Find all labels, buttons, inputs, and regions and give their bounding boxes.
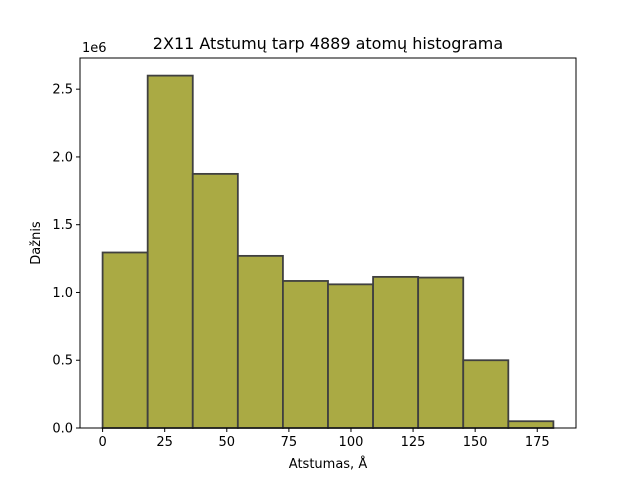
y-axis-label: Dažnis xyxy=(29,221,44,265)
chart-title: 2X11 Atstumų tarp 4889 atomų histograma xyxy=(153,34,503,53)
y-tick-label: 2.0 xyxy=(52,150,73,165)
y-ticks: 0.0 0.5 1.0 1.5 2.0 2.5 xyxy=(52,83,80,437)
x-tick-label: 50 xyxy=(219,435,236,450)
axes-frame xyxy=(79,57,577,429)
histogram-bar-8 xyxy=(417,276,465,429)
y-tick-label: 0.5 xyxy=(52,354,73,369)
y-tick-label: 2.5 xyxy=(52,83,73,98)
x-tick-label: 0 xyxy=(98,435,106,450)
x-tick-label: 175 xyxy=(525,435,550,450)
y-tick-label: 1.5 xyxy=(52,218,73,233)
histogram-bar-4 xyxy=(236,254,284,429)
histogram-bar-2 xyxy=(146,74,194,429)
histogram-bar-10 xyxy=(507,420,555,429)
histogram-bar-9 xyxy=(462,359,510,429)
x-tick-label: 100 xyxy=(339,435,364,450)
histogram-bar-7 xyxy=(372,275,420,429)
histogram-bar-3 xyxy=(191,172,239,429)
histogram-bar-5 xyxy=(282,280,329,429)
x-tick-label: 25 xyxy=(156,435,173,450)
x-tick-label: 75 xyxy=(281,435,298,450)
histogram-bar-1 xyxy=(101,251,149,429)
x-ticks: 0 25 50 75 100 125 150 175 xyxy=(98,428,550,450)
histogram-bar-6 xyxy=(327,283,374,429)
x-tick-label: 125 xyxy=(401,435,426,450)
x-tick-label: 150 xyxy=(463,435,488,450)
y-tick-label: 0.0 xyxy=(52,422,73,437)
y-tick-label: 1.0 xyxy=(52,286,73,301)
x-axis-label: Atstumas, Å xyxy=(289,456,368,472)
y-scale-offset-label: 1e6 xyxy=(82,41,107,56)
bars-layer xyxy=(101,74,555,429)
